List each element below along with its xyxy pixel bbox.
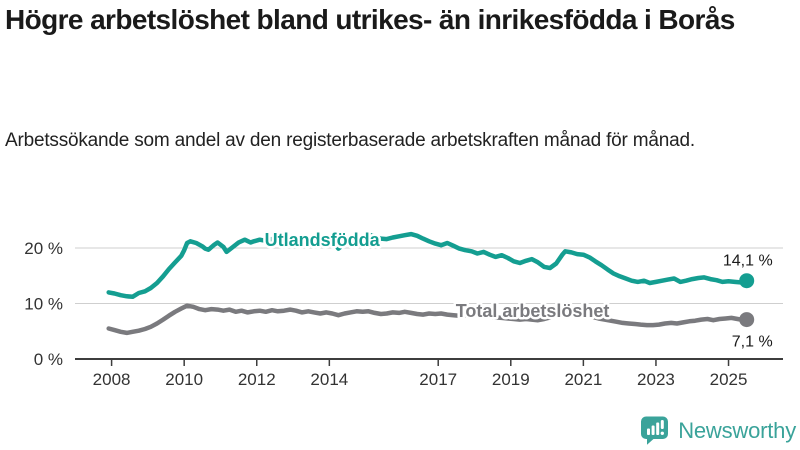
brand-name: Newsworthy [678,417,796,443]
series-end-value-utlandsfodda: 14,1 % [723,253,773,270]
y-axis-label: 20 % [24,239,63,258]
newsworthy-brand: Newsworthy [639,415,796,446]
series-label-utlandsfodda: Utlandsfödda [265,230,381,250]
series-line-total [106,303,749,336]
x-axis-label: 2012 [238,370,276,389]
x-axis-label: 2021 [564,370,602,389]
x-axis-label: 2019 [492,370,530,389]
unemployment-line-chart: 0 % 10 % 20 % 2008 2010 2012 2014 2017 2019 2021 2… [24,227,783,389]
series-line-utlandsfodda [106,231,749,300]
x-axis-label: 2010 [165,370,203,389]
x-axis-label: 2014 [310,370,348,389]
x-axis-label: 2017 [419,370,457,389]
page-title: Högre arbetslöshet bland utrikes- än inr… [5,4,735,35]
series-label-total: Total arbetslöshet [456,301,610,321]
x-axis-label: 2023 [637,370,675,389]
series-end-dot-total [739,312,755,328]
y-axis-label: 0 % [34,350,63,369]
x-axis-label: 2025 [710,370,748,389]
y-axis-label: 10 % [24,295,63,314]
series-end-value-total: 7,1 % [732,334,773,351]
chart-subtitle: Arbetssökande som andel av den registerb… [5,130,695,151]
x-axis-label: 2008 [93,370,131,389]
series-end-dot-utlandsfodda [739,273,755,289]
bar-chart-bubble-icon [641,416,669,445]
